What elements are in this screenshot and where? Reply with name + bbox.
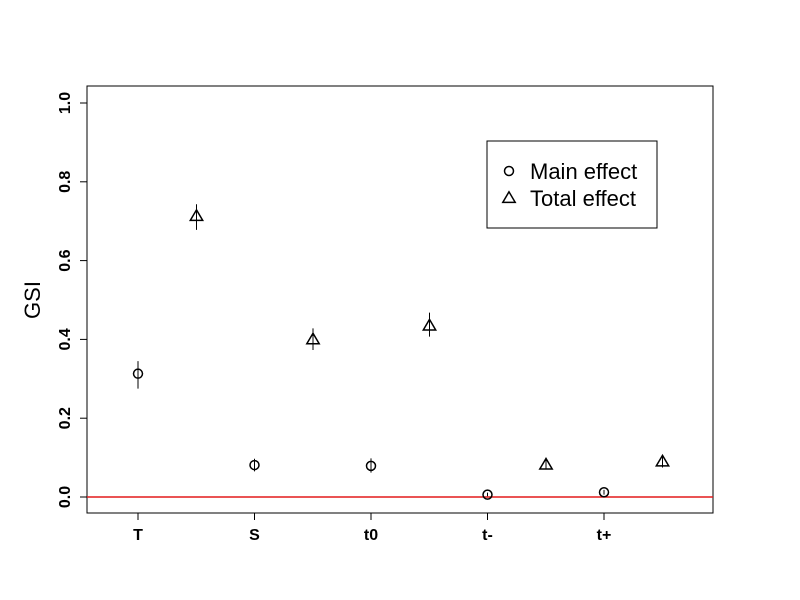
triangle-icon (501, 190, 517, 204)
total-effect-point (421, 317, 438, 331)
x-tick-label: t0 (364, 527, 378, 544)
y-axis: 0.0 0.2 0.4 0.6 0.8 1.0 (57, 92, 88, 508)
y-tick-label: 0.6 (57, 249, 74, 271)
main-effect-point (482, 489, 493, 500)
main-effect-point (249, 459, 260, 471)
legend-box (486, 140, 658, 229)
main-effect-point (132, 368, 144, 379)
y-tick-label: 0.4 (57, 328, 74, 350)
main-effect-point (365, 460, 377, 472)
x-tick-label: S (249, 527, 260, 544)
legend-label: Main effect (530, 159, 637, 184)
y-tick-label: 0.0 (57, 486, 74, 508)
x-tick-label: t+ (597, 527, 612, 544)
y-tick-label: 1.0 (57, 92, 74, 114)
total-effect-point (188, 208, 205, 222)
legend-label: Total effect (530, 186, 636, 211)
data-points (132, 204, 671, 500)
x-tick-label: T (133, 527, 143, 544)
circle-icon (503, 165, 515, 177)
total-effect-point (305, 331, 321, 345)
y-tick-label: 0.8 (57, 171, 74, 193)
total-effect-point (538, 457, 554, 470)
y-axis-title: GSI (20, 281, 45, 319)
total-effect-point (654, 453, 671, 467)
main-effect-point (598, 487, 610, 498)
x-tick-label: t- (482, 527, 493, 544)
y-tick-label: 0.2 (57, 407, 74, 429)
